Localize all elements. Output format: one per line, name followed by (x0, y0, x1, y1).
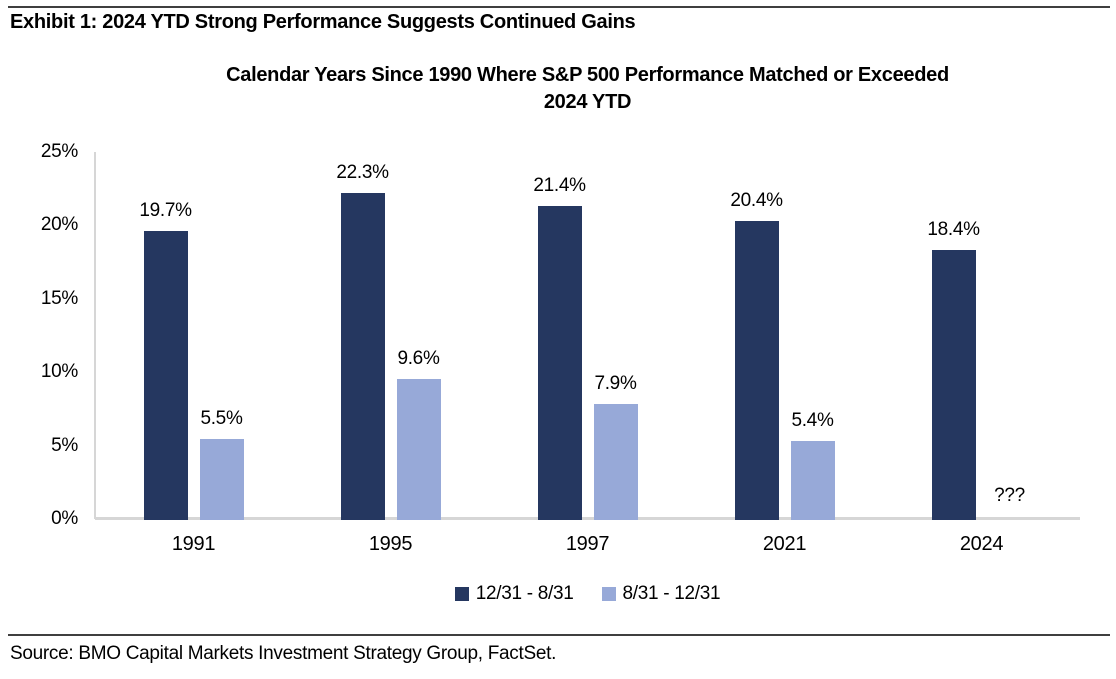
x-axis-category-label: 2024 (959, 533, 1004, 555)
bar-12-31-8-31-1991 (143, 230, 188, 520)
top-divider (8, 6, 1110, 8)
bottom-divider (8, 634, 1110, 636)
y-axis-tick-label: 5% (51, 434, 78, 456)
y-axis-tick-label: 25% (40, 141, 78, 162)
bar-value-label: 21.4% (533, 174, 586, 196)
bar-value-label: 5.5% (200, 408, 243, 430)
bar-12-31-8-31-2024 (931, 249, 976, 520)
bar-value-label: 19.7% (139, 199, 192, 221)
legend-swatch-icon (601, 587, 616, 601)
y-axis-tick-label: 15% (40, 287, 78, 309)
legend-label: 8/31 - 12/31 (622, 583, 721, 604)
bar-value-label: 9.6% (397, 348, 440, 370)
legend-swatch-icon (454, 587, 469, 601)
y-axis-tick-label: 0% (51, 508, 78, 529)
x-axis-category-label: 1991 (171, 533, 216, 555)
bar-12-31-8-31-1997 (537, 205, 582, 520)
y-axis-line (94, 152, 96, 519)
bar-12-31-8-31-1995 (340, 192, 385, 520)
chart-title-line-1: Calendar Years Since 1990 Where S&P 500 … (226, 64, 949, 86)
bar-value-label: 5.4% (791, 409, 834, 431)
bar-12-31-8-31-2021 (734, 220, 779, 520)
x-axis-category-label: 1995 (368, 533, 413, 555)
source-note: Source: BMO Capital Markets Investment S… (10, 643, 557, 664)
chart-title-line-2: 2024 YTD (543, 91, 632, 113)
y-axis-tick-label: 10% (40, 361, 78, 383)
x-axis-line (95, 517, 1080, 520)
bar-8-31-12-31-1991 (199, 439, 244, 520)
unknown-value-label: ??? (994, 485, 1025, 506)
legend-item: 12/31 - 8/31 (454, 581, 574, 607)
bar-value-label: 22.3% (336, 161, 389, 183)
bar-value-label: 7.9% (594, 373, 637, 395)
chart-legend: 12/31 - 8/31 8/31 - 12/31 (95, 581, 1080, 607)
exhibit-title: Exhibit 1: 2024 YTD Strong Performance S… (10, 11, 636, 33)
bar-value-label: 18.4% (927, 218, 980, 240)
x-axis-category-label: 1997 (565, 533, 610, 555)
y-axis-tick-label: 20% (40, 214, 78, 236)
bar-value-label: 20.4% (730, 189, 783, 211)
bar-8-31-12-31-1997 (593, 404, 638, 520)
legend-label: 12/31 - 8/31 (475, 583, 574, 604)
x-axis-category-label: 2021 (762, 533, 807, 555)
legend-item: 8/31 - 12/31 (601, 581, 721, 607)
chart-title: Calendar Years Since 1990 Where S&P 500 … (95, 62, 1080, 116)
bar-8-31-12-31-2021 (790, 440, 835, 520)
bar-8-31-12-31-1995 (396, 379, 441, 520)
